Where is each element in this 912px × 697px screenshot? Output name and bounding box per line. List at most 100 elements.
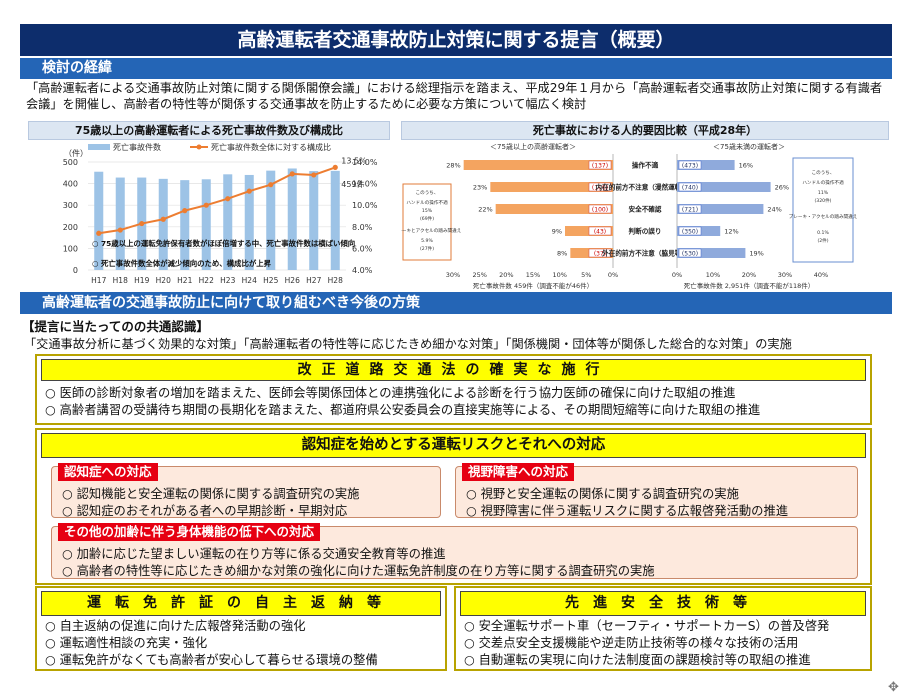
y2-tick-label: 4.0% — [352, 266, 373, 275]
left-callout-text: 15% — [422, 208, 433, 214]
right-callout-text: (320件) — [815, 197, 832, 204]
chart-note: ○ 75歳以上の運転免許保有者数がほぼ倍増する中、死亡事故件数は横ばい傾向 — [92, 239, 355, 248]
y2-tick-label: 8.0% — [352, 223, 373, 232]
block4-title: 先進安全技術等 — [460, 591, 866, 616]
count-label-younger: (530) — [682, 251, 698, 258]
pct-label-younger: 16% — [739, 162, 753, 170]
bar-fatal-accidents — [94, 171, 104, 270]
x-tick-left: 20% — [499, 271, 513, 279]
count-box-elderly — [588, 182, 612, 192]
vision-subbox: 視野障害への対応 ○ 視野と安全運転の関係に関する調査研究の実施 ○ 視野障害に… — [455, 463, 858, 518]
premise-heading: 【提言に当たってのの共通認識】 — [22, 319, 209, 334]
count-box-elderly — [588, 160, 612, 170]
ratio-point — [182, 208, 188, 214]
right-callout-text: 11% — [818, 190, 829, 196]
page-title: 高齢運転者交通事故防止対策に関する提言（概要） — [20, 24, 892, 56]
block4-item: ○ 安全運転サポート車（セーフティ・サポートカーS）の普及啓発 — [464, 619, 830, 633]
ratio-point — [225, 196, 231, 202]
x-tick-left: 30% — [446, 271, 460, 279]
pct-label-younger: 12% — [724, 228, 738, 236]
legend-bar-swatch — [88, 144, 110, 150]
bar-fatal-accidents — [158, 178, 168, 270]
bar-fatal-accidents — [244, 174, 254, 270]
count-label-younger: (473) — [682, 163, 698, 170]
right-total: 死亡事故件数 2,951件（調査不能が118件） — [684, 281, 815, 290]
count-box-younger — [678, 226, 702, 236]
x-tick-label: H23 — [220, 276, 235, 285]
x-tick-label: H24 — [242, 276, 257, 285]
dementia-tag: 認知症への対応 — [58, 463, 158, 481]
vision-tag: 視野障害への対応 — [462, 463, 575, 481]
factor-label: 安全不確認 — [629, 205, 662, 214]
ratio-point — [117, 227, 123, 233]
right-callout-text: ブレーキ・アクセルの踏み間違え — [789, 213, 858, 220]
bar-fatal-accidents — [287, 168, 297, 270]
bar-fatal-accidents — [266, 170, 276, 270]
ratio-point — [203, 202, 209, 208]
ratio-point — [160, 216, 166, 222]
count-label-elderly: (37) — [594, 251, 606, 258]
right-callout-text: ハンドルの操作不適 — [802, 179, 844, 186]
pct-label-elderly: 23% — [473, 184, 487, 192]
x-tick-label: H17 — [91, 276, 106, 285]
block-advanced-safety: 先進安全技術等 ○ 安全運転サポート車（セーフティ・サポートカーS）の普及啓発 … — [454, 586, 872, 671]
bar-younger — [677, 204, 764, 214]
left-callout-text: 5.9% — [421, 238, 433, 244]
bar-younger — [677, 248, 746, 258]
left-callout-text: ブレーキとアクセルの踏み間違え — [401, 227, 462, 234]
premise-text: 「交通事故分析に基づく効果的な対策」「高齢運転者の特性等に応じたきめ細かな対策」… — [24, 337, 792, 351]
count-label-elderly: (43) — [594, 229, 606, 236]
block3-item: ○ 運転免許がなくても高齢者が安心して暮らせる環境の整備 — [45, 653, 378, 667]
right-callout-text: このうち、 — [812, 170, 835, 176]
chart1-fatal-accidents: 死亡事故件数 死亡事故件数全体に対する構成比 （件） 0 100 200 300 400 500… — [63, 142, 378, 285]
x-tick-left: 0% — [608, 271, 618, 279]
ratio-point — [268, 182, 274, 188]
y2-tick-label: 14.0% — [352, 158, 378, 167]
x-tick-label: H18 — [113, 276, 128, 285]
x-tick-label: H22 — [199, 276, 214, 285]
y-tick-label: 500 — [63, 158, 78, 167]
block3-title: 運転免許証の自主返納等 — [41, 591, 441, 616]
block2-title: 認知症を始めとする運転リスクとそれへの対応 — [41, 433, 866, 458]
chart-note: ○ 死亡事故件数全体が減少傾向のため、構成比が上昇 — [92, 259, 272, 268]
bar-elderly — [463, 160, 613, 170]
bar-fatal-accidents — [201, 179, 211, 270]
x-tick-right: 20% — [742, 271, 756, 279]
ratio-line — [98, 166, 336, 235]
y-tick-label: 0 — [73, 266, 78, 275]
x-tick-right: 30% — [778, 271, 792, 279]
left-callout-text: このうち、 — [416, 190, 439, 196]
count-label-younger: (721) — [682, 207, 698, 214]
left-callout-text: (27件) — [420, 245, 434, 252]
count-label-elderly: (100) — [592, 207, 608, 214]
count-label-elderly: (106) — [592, 185, 608, 192]
left-callout-text: (69件) — [420, 215, 434, 222]
bar-fatal-accidents — [115, 177, 125, 270]
bar-fatal-accidents — [180, 180, 190, 270]
x-tick-left: 10% — [552, 271, 566, 279]
bar-fatal-accidents — [309, 171, 319, 270]
count-box-elderly — [588, 226, 612, 236]
bar-elderly — [490, 182, 613, 192]
aging-tag: その他の加齢に伴う身体機能の低下への対応 — [58, 523, 321, 541]
y2-tick-label: 12.0% — [352, 180, 378, 189]
vision-item: ○ 視野と安全運転の関係に関する調査研究の実施 — [466, 487, 739, 501]
pct-label-younger: 19% — [749, 250, 763, 258]
x-tick-right: 40% — [814, 271, 828, 279]
block4-item: ○ 自動運転の実現に向けた法制度面の課題検討等の取組の推進 — [464, 653, 811, 667]
legend-line-marker — [196, 144, 202, 150]
ratio-point — [332, 164, 338, 170]
x-tick-right: 10% — [706, 271, 720, 279]
count-box-younger — [678, 248, 702, 258]
block-law-enforcement: 改正道路交通法の確実な施行 ○ 医師の診断対象者の増加を踏まえた、医師会等関係団… — [35, 354, 872, 425]
pct-label-younger: 24% — [767, 206, 781, 214]
left-total: 死亡事故件数 459件（調査不能が46件） — [473, 281, 593, 290]
block-license-return: 運転免許証の自主返納等 ○ 自主返納の促進に向けた広報啓発活動の強化 ○ 運転適… — [35, 586, 447, 671]
ratio-point — [289, 171, 295, 177]
y-axis-unit: （件） — [64, 148, 88, 158]
x-tick-label: H20 — [156, 276, 171, 285]
bar-fatal-accidents — [330, 170, 340, 270]
block1-item: ○ 医師の診断対象者の増加を踏まえた、医師会等関係団体との連携強化による診断を行… — [45, 386, 736, 400]
count-label-elderly: (137) — [592, 163, 608, 170]
factor-label: 内在的前方不注意（漫然運転等） — [596, 183, 695, 192]
